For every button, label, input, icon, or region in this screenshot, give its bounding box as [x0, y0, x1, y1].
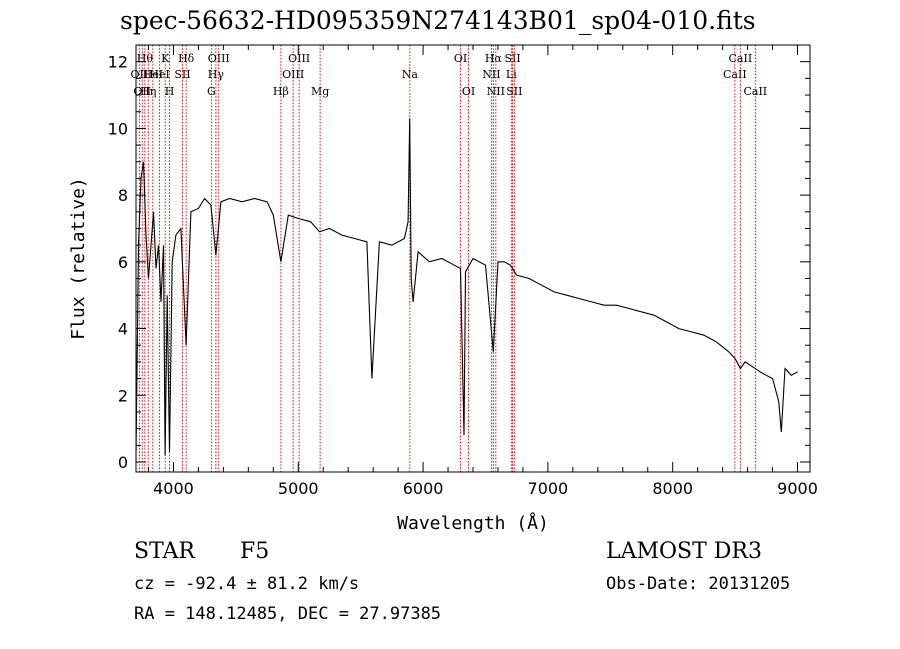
marker-label: SII	[504, 52, 520, 65]
marker-label: Hβ	[273, 85, 289, 98]
object-class: STAR	[134, 539, 195, 564]
x-axis-label: Wavelength (Å)	[397, 512, 549, 534]
survey-name: LAMOST DR3	[606, 539, 762, 564]
y-tick-label: 10	[108, 119, 128, 138]
x-tick-label: 4000	[153, 479, 194, 498]
marker-label: OIII	[208, 52, 230, 65]
marker-label: HeI	[149, 68, 169, 81]
marker-label: NII	[482, 68, 500, 81]
marker-label: Na	[402, 68, 419, 81]
marker-label: Li	[506, 68, 517, 81]
marker-label: SII	[506, 85, 522, 98]
x-tick-label: 7000	[528, 479, 569, 498]
marker-label: K	[161, 52, 170, 65]
coords-text: RA = 148.12485, DEC = 27.97385	[134, 604, 442, 624]
marker-label: Hα	[485, 52, 503, 65]
y-tick-label: 0	[118, 453, 128, 472]
marker-label: NII	[487, 85, 505, 98]
marker-label: Hη	[140, 85, 156, 98]
marker-label: OI	[454, 52, 467, 65]
marker-label: OIII	[288, 52, 310, 65]
chart-title: spec-56632-HD095359N274143B01_sp04-010.f…	[120, 6, 756, 35]
marker-label: CaII	[723, 68, 747, 81]
marker-label: Hθ	[137, 52, 154, 65]
y-tick-label: 8	[118, 186, 128, 205]
marker-label: CaII	[743, 85, 767, 98]
x-tick-label: 5000	[278, 479, 319, 498]
marker-label: Mg	[311, 85, 329, 98]
marker-label: CaII	[729, 52, 753, 65]
object-subclass: F5	[240, 539, 270, 564]
marker-label: Hγ	[208, 68, 225, 81]
y-tick-label: 4	[118, 320, 128, 339]
marker-label: Hδ	[178, 52, 195, 65]
marker-label: SII	[174, 68, 190, 81]
x-tick-label: 9000	[777, 479, 818, 498]
spectrum-line	[135, 118, 798, 456]
y-tick-label: 6	[118, 253, 128, 272]
marker-label: OIII	[282, 68, 304, 81]
marker-label: OI	[462, 85, 475, 98]
y-tick-label: 2	[118, 386, 128, 405]
marker-label: G	[207, 85, 216, 98]
obs-date-text: Obs-Date: 20131205	[606, 574, 791, 594]
redshift-text: cz = -92.4 ± 81.2 km/s	[134, 574, 360, 594]
marker-label: H	[165, 85, 175, 98]
y-axis-label: Flux (relative)	[68, 177, 89, 340]
x-tick-label: 8000	[652, 479, 693, 498]
marker-label: OII	[131, 68, 149, 81]
marker-label: HeI	[143, 68, 163, 81]
y-tick-label: 12	[108, 53, 128, 72]
x-tick-label: 6000	[403, 479, 444, 498]
